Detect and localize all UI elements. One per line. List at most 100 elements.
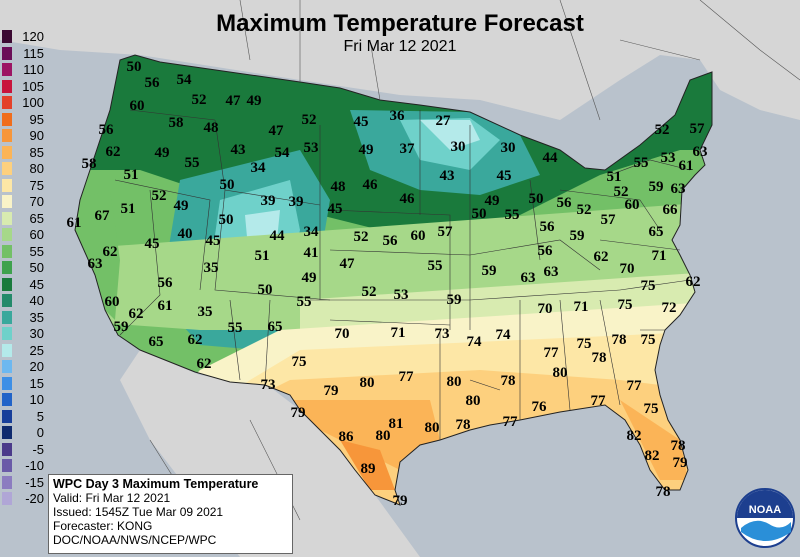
temperature-value: 50 [219, 212, 234, 228]
temperature-value: 63 [544, 264, 559, 280]
info-box: WPC Day 3 Maximum Temperature Valid: Fri… [48, 474, 293, 554]
legend-row: 15 [0, 376, 46, 390]
temperature-value: 53 [304, 140, 319, 156]
legend-row: 20 [0, 360, 46, 373]
legend-swatch [2, 393, 12, 406]
us-outline [74, 54, 713, 506]
legend-value: 80 [29, 161, 44, 176]
temperature-value: 52 [614, 184, 629, 200]
temperature-value: 56 [557, 195, 573, 211]
legend-swatch [2, 327, 12, 340]
temperature-value: 80 [360, 375, 375, 391]
legend-value: 25 [29, 342, 44, 358]
legend-row: 75 [0, 178, 46, 192]
temperature-value: 50 [258, 282, 273, 298]
temperature-value: 63 [521, 270, 536, 286]
legend-swatch [2, 211, 12, 225]
temperature-value: 48 [331, 179, 346, 195]
temperature-value: 35 [198, 304, 213, 320]
temperature-value: 55 [428, 258, 443, 274]
legend-swatch [2, 310, 12, 324]
temperature-value: 62 [594, 249, 609, 265]
temperature-value: 59 [482, 263, 497, 279]
temperature-value: 77 [503, 414, 519, 430]
temperature-value: 46 [400, 191, 416, 207]
legend-swatch [2, 178, 12, 192]
temperature-value: 81 [389, 416, 404, 432]
temperature-value: 59 [570, 228, 585, 244]
temperature-value: 37 [400, 141, 416, 157]
legend-row: 80 [0, 162, 46, 175]
temperature-value: 79 [673, 455, 688, 471]
temperature-value: 74 [467, 334, 483, 350]
legend-value: 105 [22, 78, 44, 94]
temperature-value: 60 [130, 98, 145, 114]
temperature-value: 57 [438, 224, 454, 240]
temperature-value: 63 [693, 144, 708, 160]
temperature-value: 53 [394, 287, 409, 303]
temperature-value: 44 [543, 150, 559, 166]
temperature-value: 49 [247, 93, 262, 109]
temperature-value: 80 [553, 365, 568, 381]
temperature-value: 70 [620, 261, 635, 277]
legend-swatch [2, 261, 12, 274]
temperature-value: 45 [328, 201, 343, 217]
legend-value: -15 [25, 474, 44, 490]
legend-swatch [2, 343, 12, 357]
temperature-value: 78 [456, 417, 471, 433]
temperature-value: 45 [497, 168, 512, 184]
legend-value: 120 [22, 29, 44, 44]
legend-swatch [2, 96, 12, 109]
temperature-value: 45 [206, 233, 221, 249]
legend-row: 100 [0, 96, 46, 109]
temperature-value: 79 [393, 493, 408, 509]
legend-value: 110 [23, 62, 44, 77]
temperature-value: 52 [152, 188, 167, 204]
temperature-value: 47 [269, 123, 285, 139]
temperature-value: 71 [391, 325, 406, 341]
legend-swatch [2, 129, 12, 142]
temperature-value: 59 [114, 319, 129, 335]
temperature-value: 55 [297, 294, 312, 310]
temperature-value: 82 [645, 448, 660, 464]
temperature-value: 63 [671, 181, 686, 197]
temperature-value: 56 [99, 122, 115, 138]
temperature-value: 43 [440, 168, 455, 184]
legend-value: 55 [29, 243, 44, 259]
legend-value: 115 [23, 45, 44, 61]
temperature-value: 77 [399, 369, 415, 385]
legend-value: 40 [29, 293, 44, 308]
temperature-value: 54 [177, 72, 193, 88]
temperature-value: 55 [228, 320, 243, 336]
legend-row: 30 [0, 327, 46, 340]
legend-value: 0 [36, 425, 44, 440]
legend-swatch [2, 30, 12, 43]
legend-row: 120 [0, 30, 46, 43]
temperature-value: 50 [220, 177, 235, 193]
temperature-value: 82 [627, 428, 642, 444]
temperature-value: 50 [529, 191, 544, 207]
legend-row: 90 [0, 129, 46, 142]
map-valid-date: Fri Mar 12 2021 [343, 38, 457, 55]
legend-swatch [2, 228, 12, 241]
temperature-value: 80 [425, 420, 440, 436]
temperature-value: 34 [304, 224, 320, 240]
legend-row: 35 [0, 310, 46, 324]
legend-swatch [2, 409, 12, 423]
legend-value: 90 [29, 128, 44, 143]
legend-value: 45 [29, 276, 44, 292]
noaa-logo-text: NOAA [749, 504, 781, 516]
legend-row: 50 [0, 261, 46, 274]
temperature-value: 34 [251, 160, 267, 176]
temperature-value: 46 [363, 177, 379, 193]
legend-row: 10 [0, 393, 46, 406]
temperature-value: 79 [291, 405, 306, 421]
legend-value: 100 [22, 95, 44, 110]
temperature-value: 61 [158, 298, 173, 314]
legend-swatch [2, 63, 12, 76]
temperature-value: 73 [435, 326, 450, 342]
temperature-value: 62 [197, 356, 212, 372]
temperature-value: 56 [538, 243, 554, 259]
